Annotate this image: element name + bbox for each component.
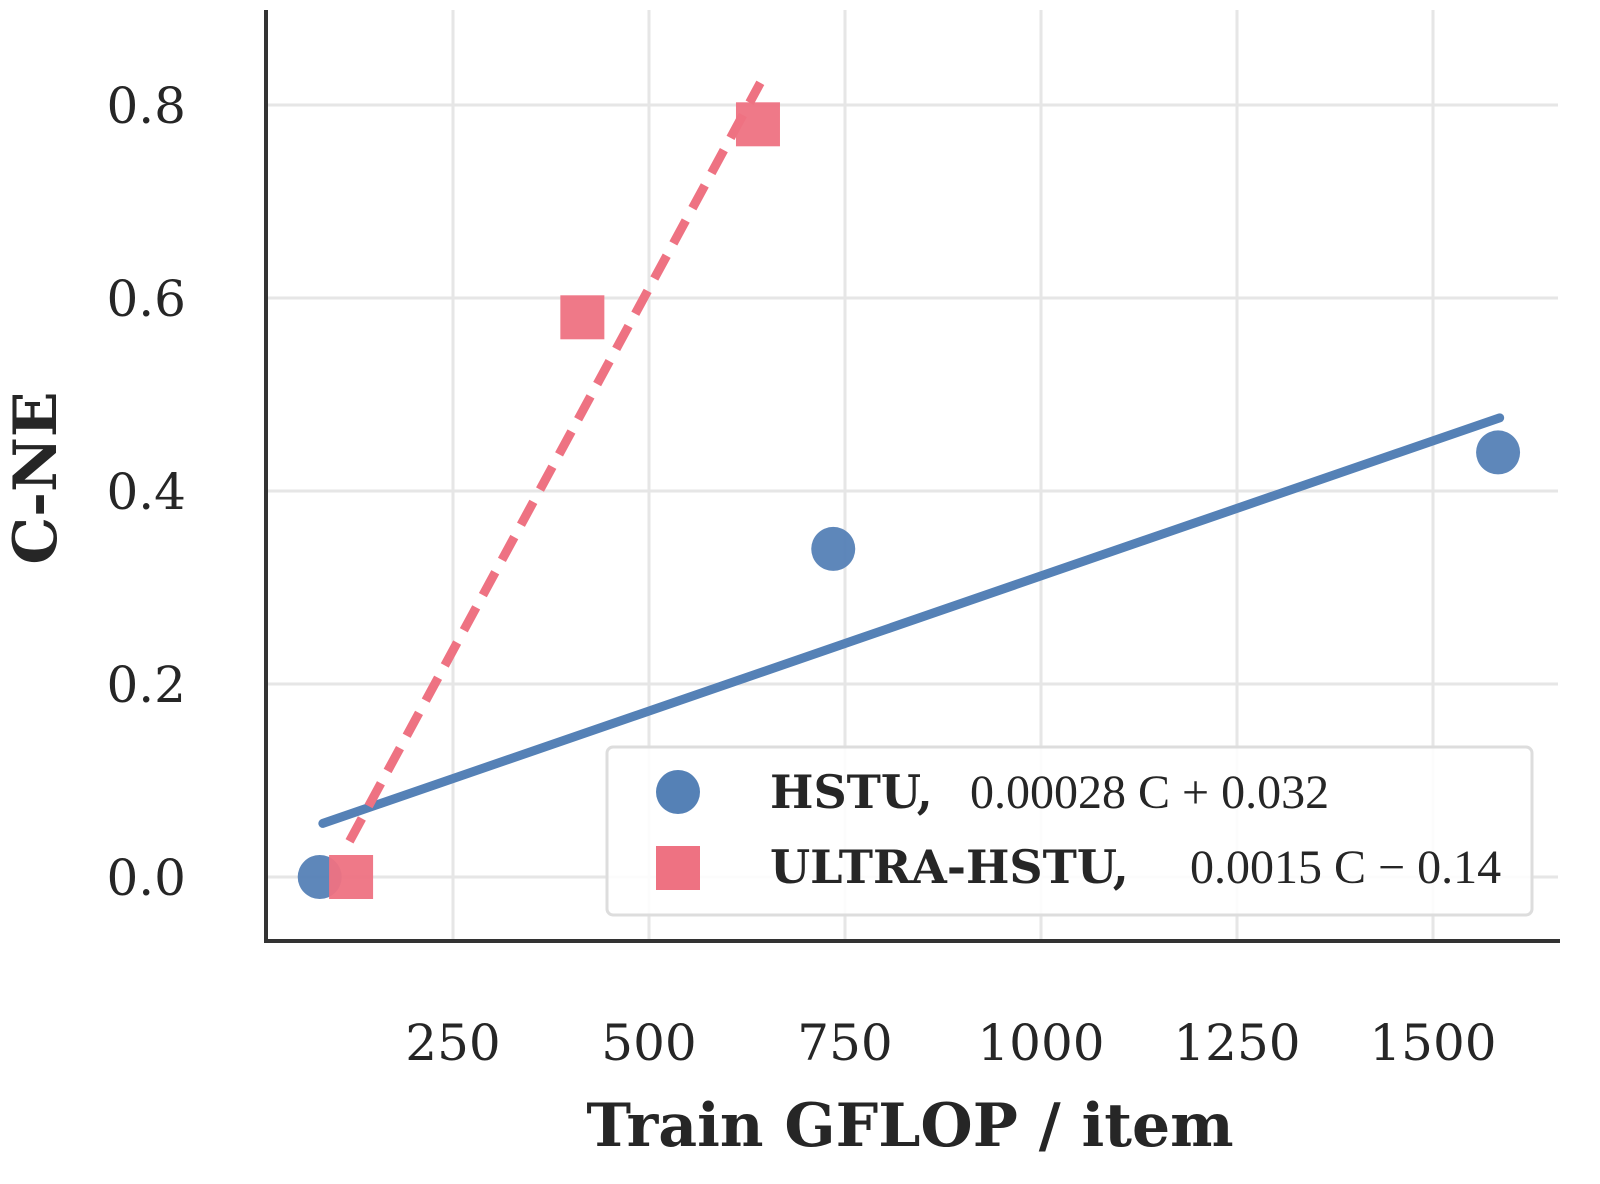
y-tick-label: 0.0 (106, 849, 186, 907)
legend-label-ultra-hstu: ULTRA-HSTU, (770, 840, 1129, 894)
legend-marker-hstu (656, 770, 700, 814)
y-tick-label: 0.4 (106, 463, 186, 521)
fit-line-ultra-hstu (345, 80, 765, 844)
tick-labels: 250 500 750 1000 1250 1500 0.0 0.2 0.4 0.6 0.8 (106, 77, 1496, 1072)
legend-equation-ultra-hstu: 0.0015 C − 0.14 (1190, 841, 1501, 894)
y-tick-label: 0.2 (106, 656, 186, 714)
legend-marker-ultra-hstu (656, 846, 700, 890)
grid (268, 10, 1558, 940)
data-point-circle (1476, 430, 1521, 475)
legend-box (605, 745, 1534, 917)
data-point-circle (811, 526, 856, 571)
legend-equation-hstu: 0.00028 C + 0.032 (970, 766, 1329, 819)
x-axis-label: Train GFLOP / item (586, 1091, 1233, 1161)
y-axis-label: C-NE (1, 391, 71, 564)
x-tick-label: 1000 (977, 1014, 1104, 1072)
data-points (297, 102, 1521, 899)
data-point-square (560, 295, 605, 340)
y-tick-label: 0.6 (106, 270, 186, 328)
x-tick-label: 750 (797, 1014, 892, 1072)
y-tick-label: 0.8 (106, 77, 186, 135)
x-tick-label: 250 (405, 1014, 500, 1072)
fit-lines (318, 80, 1505, 844)
x-tick-label: 500 (601, 1014, 696, 1072)
x-tick-label: 1500 (1369, 1014, 1496, 1072)
data-point-square (329, 855, 374, 899)
fit-line-hstu (318, 413, 1505, 828)
x-tick-label: 1250 (1173, 1014, 1300, 1072)
data-point-square (735, 102, 780, 147)
legend: HSTU, 0.00028 C + 0.032 ULTRA-HSTU, 0.00… (605, 745, 1534, 917)
legend-label-hstu: HSTU, (770, 765, 933, 819)
